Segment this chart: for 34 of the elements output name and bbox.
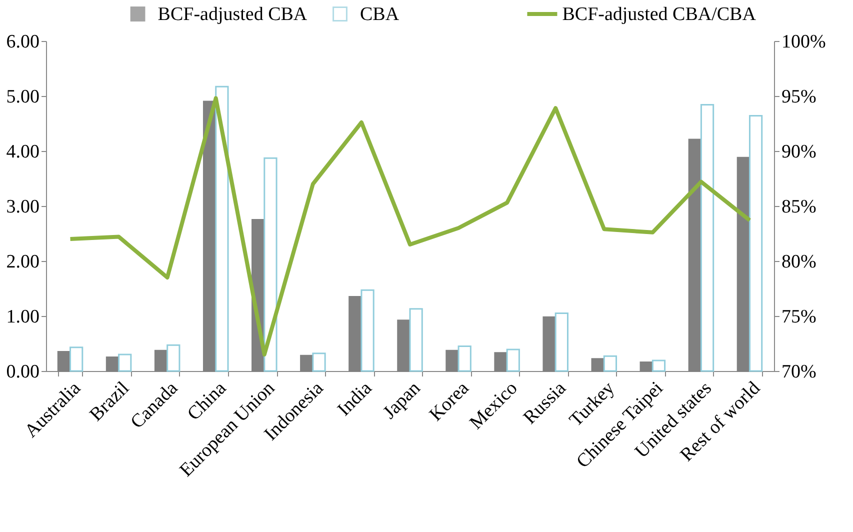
bar bbox=[166, 344, 180, 372]
y-tick-label: 1.00 bbox=[6, 306, 40, 328]
y2-tick-label: 100% bbox=[782, 32, 826, 52]
y-tick-label: 5.00 bbox=[6, 86, 40, 108]
bar bbox=[748, 115, 763, 372]
line-series bbox=[68, 96, 752, 356]
bar bbox=[118, 354, 132, 372]
bar bbox=[554, 312, 568, 372]
legend-label: CBA bbox=[360, 4, 400, 25]
x-tick-label: India bbox=[334, 377, 377, 420]
legend-label: BCF-adjusted CBA bbox=[158, 4, 308, 25]
bar bbox=[603, 355, 618, 372]
y2-tick-label: 75% bbox=[782, 306, 816, 328]
bar bbox=[312, 352, 326, 372]
y-tick-label: 2.00 bbox=[6, 252, 40, 272]
y-tick-label: 3.00 bbox=[6, 196, 40, 218]
bar bbox=[506, 348, 520, 372]
y-tick-label: 6.00 bbox=[6, 32, 40, 52]
bar bbox=[215, 86, 229, 372]
y2-tick-label: 95% bbox=[782, 86, 816, 108]
bar bbox=[700, 104, 714, 372]
y-tick-label: 0.00 bbox=[6, 362, 40, 382]
legend-label: BCF-adjusted CBA/CBA bbox=[562, 4, 756, 25]
y-tick-label: 4.00 bbox=[6, 142, 40, 162]
bar bbox=[458, 346, 472, 372]
bar bbox=[652, 360, 666, 372]
y2-tick-label: 85% bbox=[782, 196, 816, 218]
bar bbox=[409, 308, 423, 372]
bar bbox=[70, 346, 84, 372]
y2-tick-label: 70% bbox=[782, 362, 816, 382]
y2-tick-label: 90% bbox=[782, 142, 816, 162]
y2-tick-label: 80% bbox=[782, 252, 816, 272]
bar bbox=[264, 157, 278, 372]
bar bbox=[360, 289, 374, 372]
